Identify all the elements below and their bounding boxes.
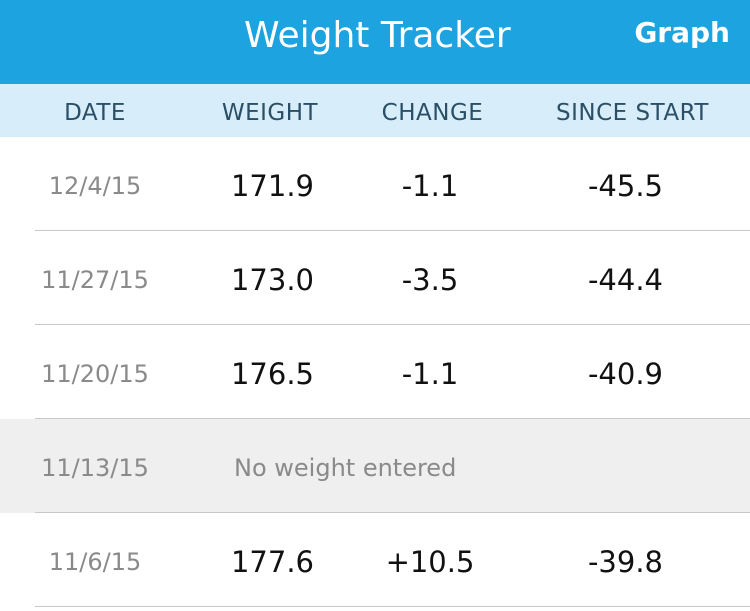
table-row[interactable]: 11/6/15 177.6 +10.5 -39.8 — [0, 513, 750, 607]
entry-since-start: -45.5 — [587, 169, 664, 203]
navigation-bar: Weight Tracker Graph — [0, 0, 750, 84]
entry-change: -3.5 — [401, 263, 459, 297]
page-title: Weight Tracker — [0, 0, 750, 72]
entry-since-start: -44.4 — [587, 263, 664, 297]
page-title-text: Weight Tracker — [244, 15, 511, 56]
no-weight-message: No weight entered — [234, 454, 457, 482]
table-row[interactable]: 11/27/15 173.0 -3.5 -44.4 — [0, 231, 750, 325]
entry-since-start: -40.9 — [587, 357, 664, 391]
entry-date: 11/6/15 — [48, 548, 142, 576]
row-divider — [35, 606, 750, 607]
entry-date: 11/27/15 — [41, 266, 149, 294]
entry-date: 11/13/15 — [41, 454, 149, 482]
entry-since-start: -39.8 — [587, 545, 664, 579]
table-row[interactable]: 12/4/15 171.9 -1.1 -45.5 — [0, 137, 750, 231]
column-header-date: DATE — [64, 100, 126, 126]
graph-button[interactable]: Graph — [634, 0, 730, 66]
entry-date: 11/20/15 — [41, 360, 149, 388]
row-divider — [35, 230, 750, 231]
entry-date: 12/4/15 — [48, 172, 142, 200]
entry-change: +10.5 — [385, 545, 475, 579]
row-divider — [35, 418, 750, 419]
weight-entry-list: 12/4/15 171.9 -1.1 -45.5 11/27/15 173.0 … — [0, 137, 750, 607]
entry-change: -1.1 — [401, 357, 459, 391]
column-header-since-start: SINCE START — [556, 100, 709, 126]
column-header-weight: WEIGHT — [221, 100, 319, 126]
entry-change: -1.1 — [401, 169, 459, 203]
entry-weight: 176.5 — [230, 357, 315, 391]
row-divider — [35, 324, 750, 325]
table-row[interactable]: 11/20/15 176.5 -1.1 -40.9 — [0, 325, 750, 419]
table-row-empty[interactable]: 11/13/15 No weight entered — [0, 419, 750, 513]
row-divider — [35, 512, 750, 513]
entry-weight: 177.6 — [230, 545, 315, 579]
column-header-change: CHANGE — [381, 100, 484, 126]
entry-weight: 171.9 — [230, 169, 315, 203]
entry-weight: 173.0 — [230, 263, 315, 297]
column-header-row: DATE WEIGHT CHANGE SINCE START — [0, 84, 750, 137]
